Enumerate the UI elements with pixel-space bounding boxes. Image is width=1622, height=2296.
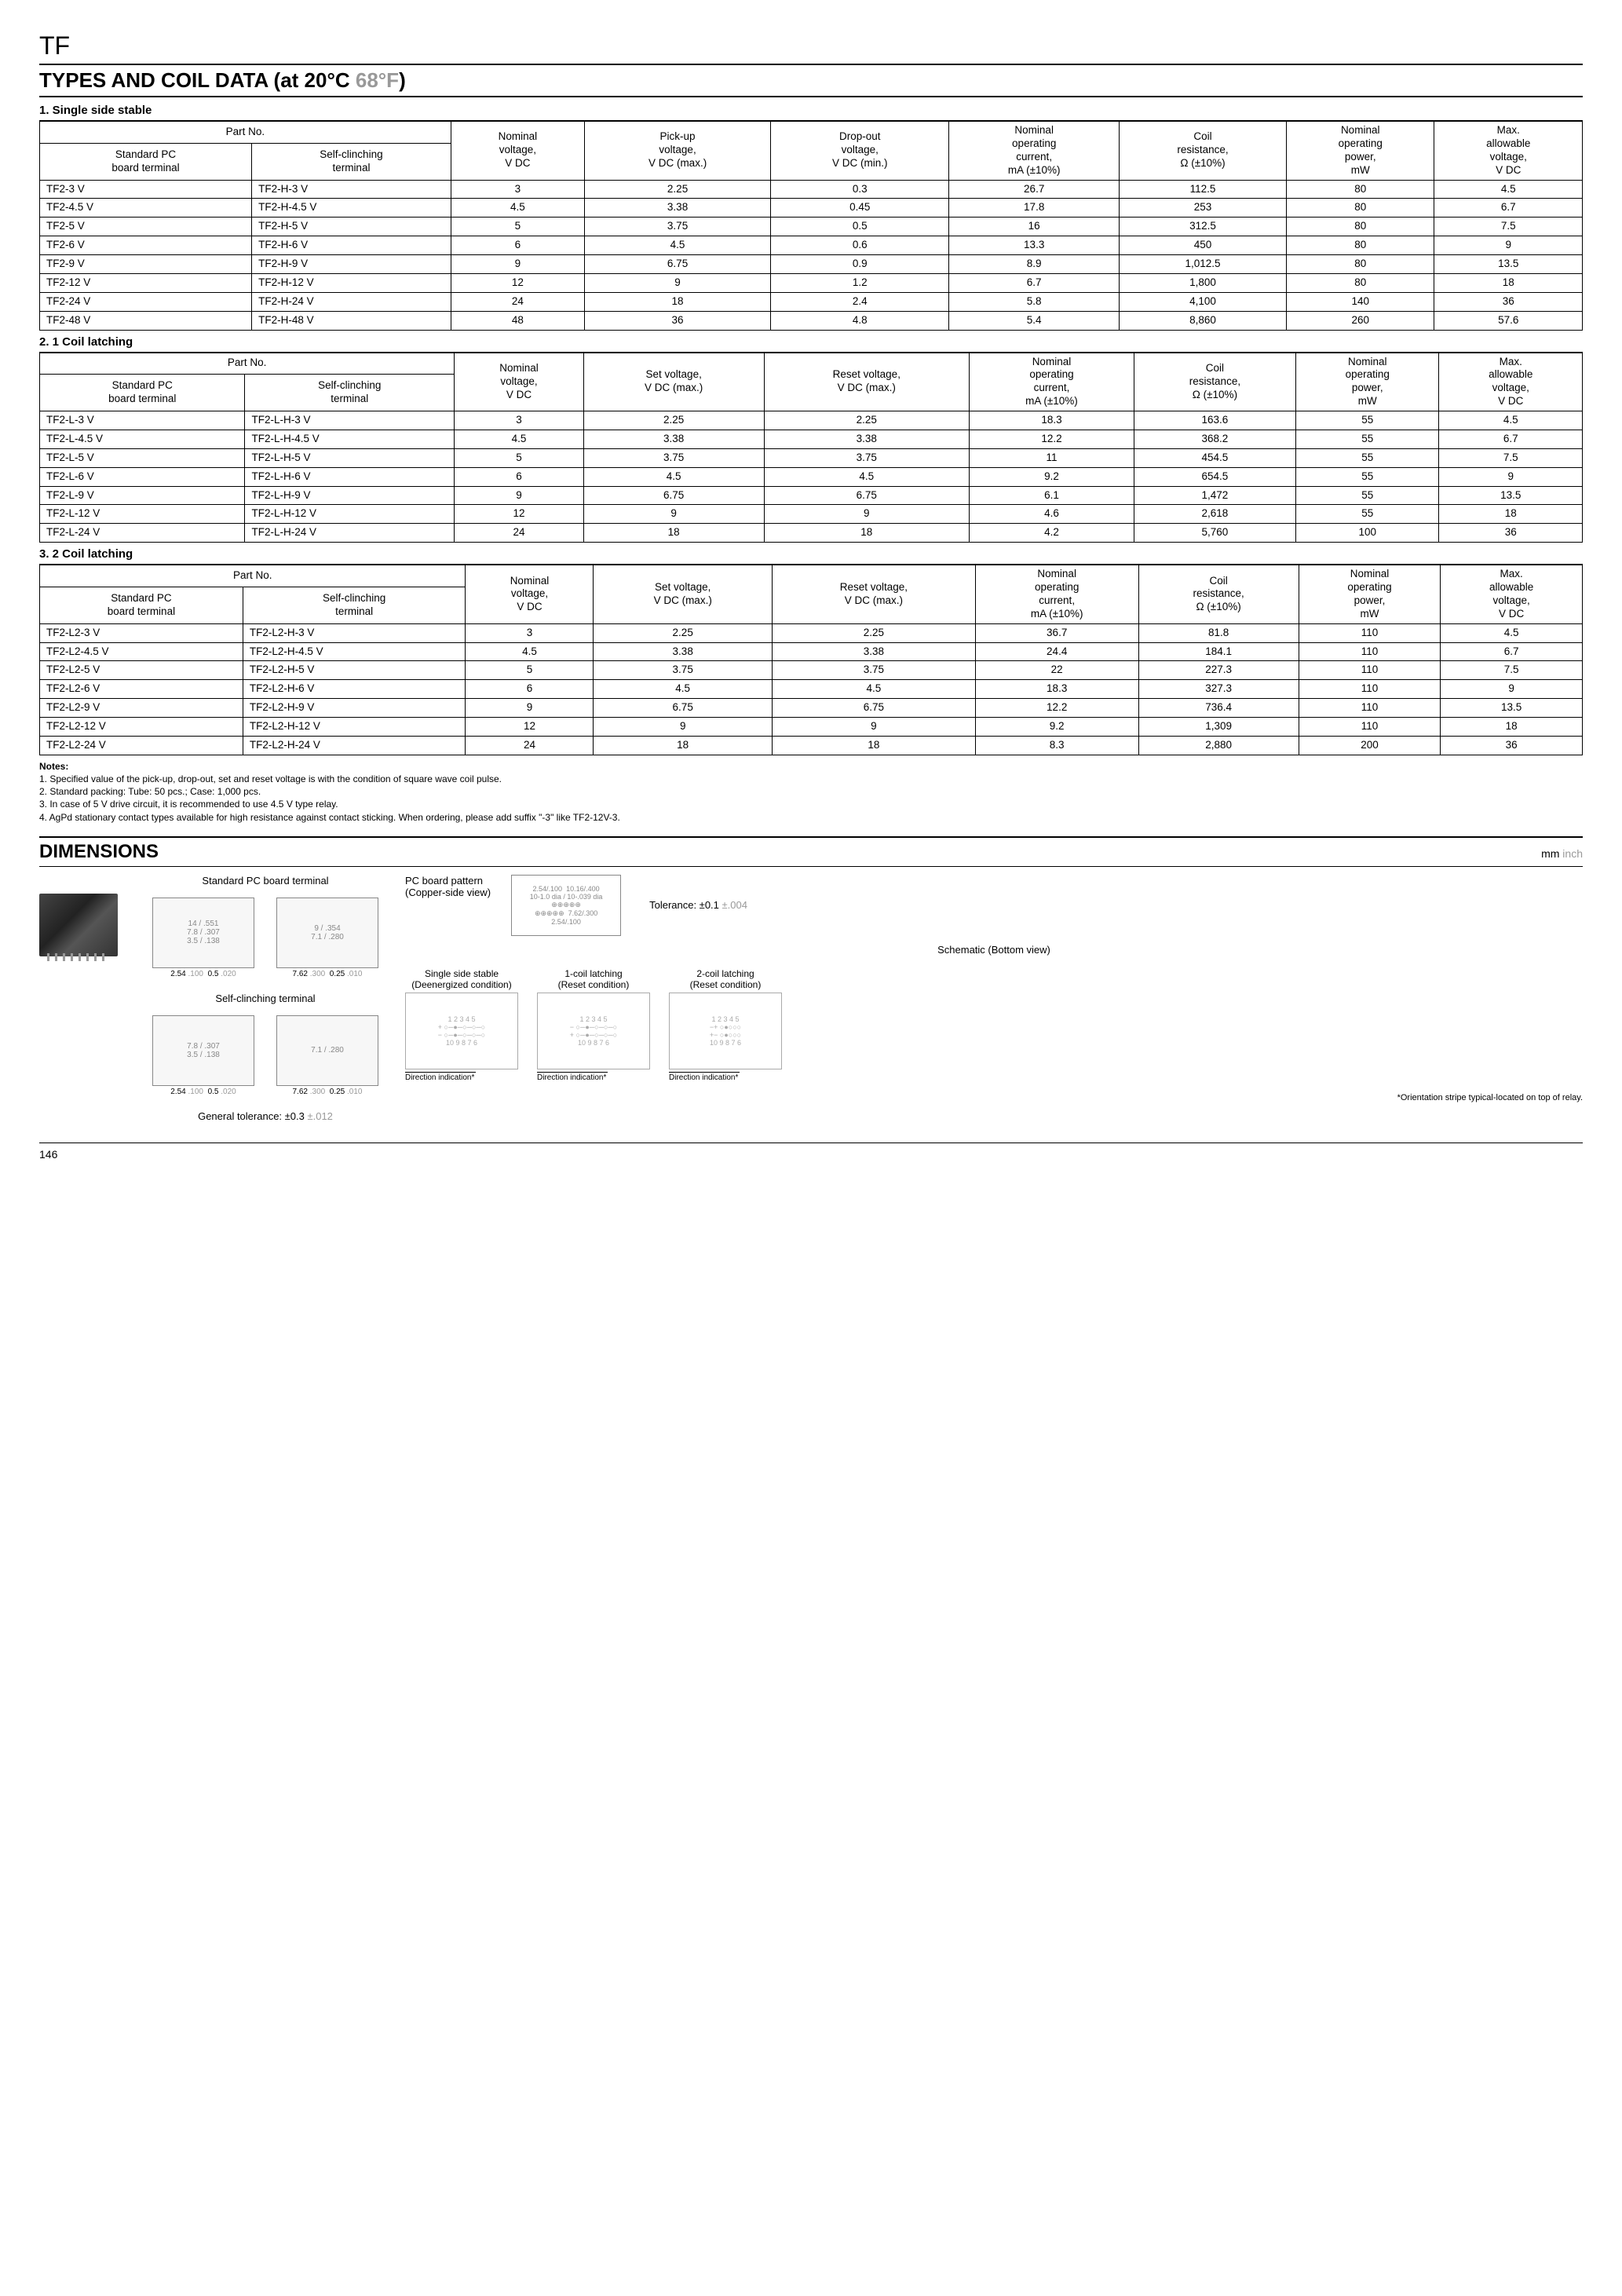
sch1-label: Single side stable (Deenergized conditio…	[405, 968, 518, 990]
table-row: TF2-4.5 VTF2-H-4.5 V4.53.380.4517.825380…	[40, 199, 1583, 218]
product-code: TF	[39, 31, 1583, 60]
unit-mm: mm	[1541, 847, 1559, 860]
table-row: TF2-6 VTF2-H-6 V64.50.613.3450809	[40, 236, 1583, 255]
table2-subtitle: 2. 1 Coil latching	[39, 335, 1583, 349]
pcb-diagram: 2.54/.100 10.16/.400 10-1.0 dia / 10-.03…	[511, 875, 621, 936]
dimensions-area: Standard PC board terminal 14 / .551 7.8…	[39, 875, 1583, 1122]
dimensions-title: DIMENSIONS mm inch	[39, 836, 1583, 867]
dimensions-label: DIMENSIONS	[39, 841, 159, 863]
std-front-view: 14 / .551 7.8 / .307 3.5 / .138 2.54 .10…	[152, 898, 254, 978]
table-row: TF2-L2-3 VTF2-L2-H-3 V32.252.2536.781.81…	[40, 623, 1583, 642]
table-row: TF2-L-9 VTF2-L-H-9 V96.756.756.11,472551…	[40, 486, 1583, 505]
relay-photo-col	[39, 875, 126, 1122]
table1-subtitle: 1. Single side stable	[39, 104, 1583, 117]
sch2-label: 1-coil latching (Reset condition)	[537, 968, 650, 990]
table-row: TF2-L2-12 VTF2-L2-H-12 V12999.21,3091101…	[40, 718, 1583, 737]
title-close: )	[399, 68, 406, 92]
sch3-label: 2-coil latching (Reset condition)	[669, 968, 782, 990]
notes: Notes: 1. Specified value of the pick-up…	[39, 760, 1583, 824]
table-row: TF2-L-6 VTF2-L-H-6 V64.54.59.2654.5559	[40, 467, 1583, 486]
notes-title: Notes:	[39, 760, 1583, 773]
title-gray: 68°F	[356, 68, 399, 92]
schematic-1coil: 1-coil latching (Reset condition) 1 2 3 …	[537, 968, 650, 1082]
page-number: 146	[39, 1143, 1583, 1161]
table-row: TF2-L2-6 VTF2-L2-H-6 V64.54.518.3327.311…	[40, 680, 1583, 699]
self-side-view: 7.1 / .280 7.62 .300 0.25 .010	[276, 1015, 378, 1096]
pcb-label: PC board pattern (Copper-side view)	[405, 875, 491, 898]
table-row: TF2-L-3 VTF2-L-H-3 V32.252.2518.3163.655…	[40, 411, 1583, 430]
table-row: TF2-24 VTF2-H-24 V24182.45.84,10014036	[40, 292, 1583, 311]
table-row: TF2-L2-5 VTF2-L2-H-5 V53.753.7522227.311…	[40, 661, 1583, 680]
table-row: TF2-L-24 VTF2-L-H-24 V2418184.25,7601003…	[40, 524, 1583, 543]
std-terminal-label: Standard PC board terminal	[140, 875, 391, 887]
table-row: TF2-3 VTF2-H-3 V32.250.326.7112.5804.5	[40, 180, 1583, 199]
schematic-header: Schematic (Bottom view)	[405, 944, 1583, 956]
dir2: Direction indication*	[537, 1072, 608, 1082]
dir3: Direction indication*	[669, 1072, 740, 1082]
tolerance-text: Tolerance: ±0.1 ±.004	[649, 899, 747, 911]
schematic-2coil: 2-coil latching (Reset condition) 1 2 3 …	[669, 968, 782, 1082]
self-terminal-label: Self-clinching terminal	[140, 993, 391, 1004]
pcb-pattern-block: PC board pattern (Copper-side view)	[405, 875, 491, 903]
table-row: TF2-L2-9 VTF2-L2-H-9 V96.756.7512.2736.4…	[40, 699, 1583, 718]
table2: Part No.Nominalvoltage,V DCSet voltage,V…	[39, 352, 1583, 543]
schematic-single: Single side stable (Deenergized conditio…	[405, 968, 518, 1082]
table-row: TF2-L2-24 VTF2-L2-H-24 V2418188.32,88020…	[40, 736, 1583, 755]
table-row: TF2-L-12 VTF2-L-H-12 V12994.62,6185518	[40, 505, 1583, 524]
table-row: TF2-L-4.5 VTF2-L-H-4.5 V4.53.383.3812.23…	[40, 430, 1583, 448]
title-main: TYPES AND COIL DATA (at 20°C	[39, 68, 356, 92]
note-2: 2. Standard packing: Tube: 50 pcs.; Case…	[39, 785, 1583, 798]
relay-photo	[39, 894, 118, 956]
self-front-view: 7.8 / .307 3.5 / .138 2.54 .100 0.5 .020	[152, 1015, 254, 1096]
table-row: TF2-5 VTF2-H-5 V53.750.516312.5807.5	[40, 218, 1583, 236]
note-4: 4. AgPd stationary contact types availab…	[39, 811, 1583, 824]
unit-inch: inch	[1559, 847, 1583, 860]
dimensions-unit: mm inch	[1541, 847, 1583, 860]
note-3: 3. In case of 5 V drive circuit, it is r…	[39, 798, 1583, 810]
table1: Part No.Nominalvoltage,V DCPick-upvoltag…	[39, 120, 1583, 331]
note-1: 1. Specified value of the pick-up, drop-…	[39, 773, 1583, 785]
table-row: TF2-48 VTF2-H-48 V48364.85.48,86026057.6	[40, 311, 1583, 330]
std-side-view: 9 / .354 7.1 / .280 7.62 .300 0.25 .010	[276, 898, 378, 978]
dir1: Direction indication*	[405, 1072, 476, 1082]
table-row: TF2-L2-4.5 VTF2-L2-H-4.5 V4.53.383.3824.…	[40, 642, 1583, 661]
table-row: TF2-12 VTF2-H-12 V1291.26.71,8008018	[40, 273, 1583, 292]
right-column: PC board pattern (Copper-side view) 2.54…	[405, 875, 1583, 1122]
table-row: TF2-L-5 VTF2-L-H-5 V53.753.7511454.5557.…	[40, 448, 1583, 467]
general-tolerance: General tolerance: ±0.3 ±.012	[140, 1110, 391, 1122]
table3-subtitle: 3. 2 Coil latching	[39, 547, 1583, 561]
table3: Part No.Nominalvoltage,V DCSet voltage,V…	[39, 564, 1583, 755]
main-title: TYPES AND COIL DATA (at 20°C 68°F)	[39, 64, 1583, 97]
terminal-drawings: Standard PC board terminal 14 / .551 7.8…	[140, 875, 391, 1122]
orientation-note: *Orientation stripe typical-located on t…	[405, 1093, 1583, 1102]
table-row: TF2-9 VTF2-H-9 V96.750.98.91,012.58013.5	[40, 255, 1583, 274]
